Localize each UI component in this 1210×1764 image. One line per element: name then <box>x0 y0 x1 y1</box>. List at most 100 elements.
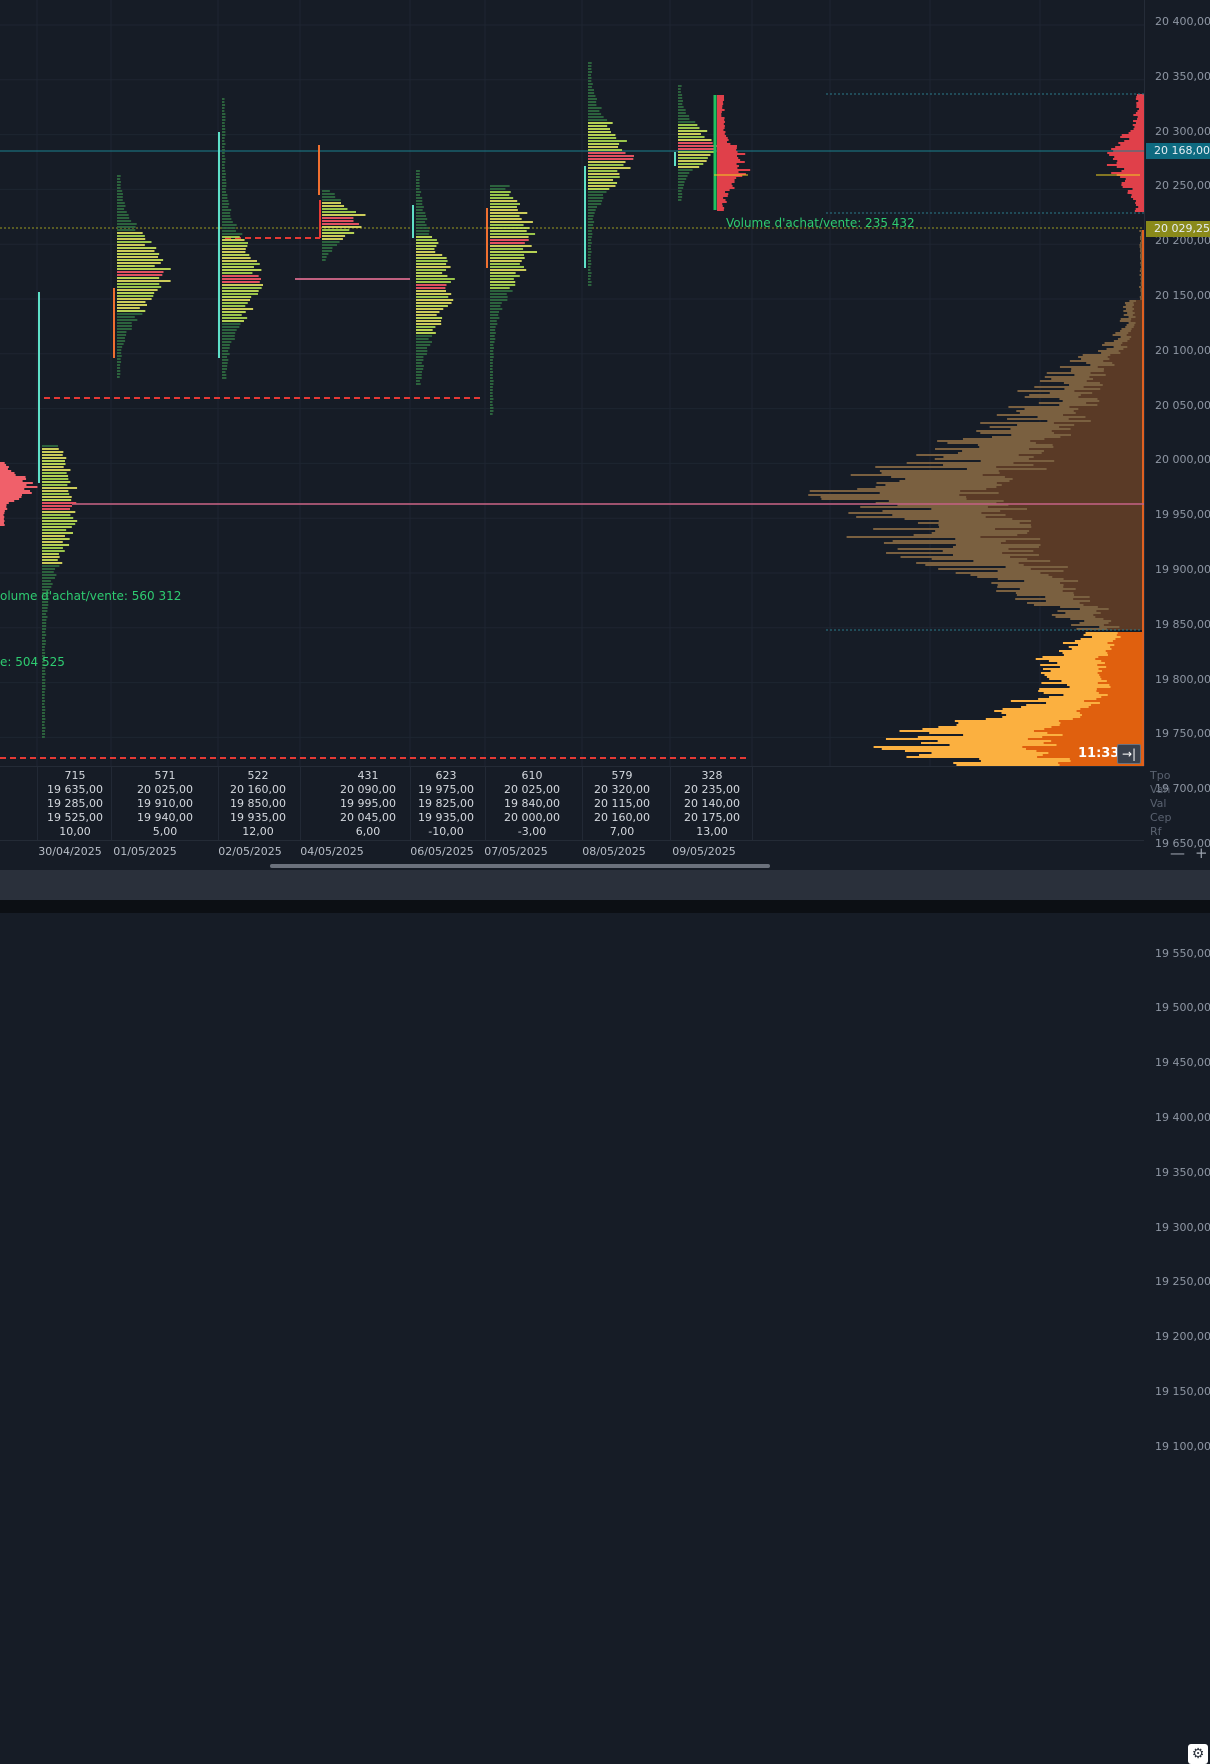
tpo-row <box>416 329 433 331</box>
tpo-chart[interactable] <box>0 0 1144 766</box>
previous-profile-row <box>0 514 4 516</box>
lower-profile-row <box>1099 702 1144 704</box>
tpo-row <box>416 377 422 379</box>
lower-profile-row <box>1107 654 1144 656</box>
lower-profile-row <box>1085 632 1144 634</box>
tpo-row <box>490 329 496 331</box>
tpo-row <box>416 239 437 241</box>
tpo-row <box>588 251 592 253</box>
scroll-to-latest-button[interactable]: →| <box>1117 744 1141 764</box>
composite-profile-row <box>1002 552 1144 554</box>
composite-profile-row <box>959 494 1144 496</box>
horizontal-scrollbar[interactable] <box>270 864 770 868</box>
lower-profile-row <box>1071 648 1144 650</box>
lower-profile-row <box>980 760 1144 762</box>
recent-profile-row <box>1136 94 1144 96</box>
composite-profile-row <box>1074 594 1144 596</box>
tpo-row <box>490 356 494 358</box>
date-axis[interactable]: 30/04/2025 01/05/2025 02/05/2025 04/05/2025… <box>0 840 1144 865</box>
composite-profile-row <box>1060 436 1144 438</box>
tpo-row <box>588 104 597 106</box>
lower-profile-row <box>1097 664 1144 666</box>
tpo-row <box>588 143 620 145</box>
tpo-row <box>222 242 248 244</box>
tpo-row <box>222 284 264 286</box>
stat-rf: 6,00 <box>355 825 381 838</box>
stat-column-divider <box>37 767 38 841</box>
tpo-row <box>42 685 46 687</box>
lower-profile-row <box>1096 690 1144 692</box>
tpo-row <box>490 320 497 322</box>
tpo-row <box>322 193 335 195</box>
lower-profile-row <box>1059 764 1144 766</box>
tpo-row <box>222 167 225 169</box>
price-axis[interactable]: 20 400,00 20 350,00 20 300,00 20 250,00 20 2… <box>1144 0 1210 1453</box>
tpo-row <box>588 95 596 97</box>
lower-profile-row <box>1042 656 1144 658</box>
tpo-row <box>416 221 426 223</box>
tpo-row <box>416 242 439 244</box>
zoom-out-button[interactable]: — <box>1170 844 1185 862</box>
tpo-row <box>117 373 121 375</box>
tpo-row <box>322 211 356 213</box>
tpo-row <box>588 212 595 214</box>
tpo-row <box>588 209 596 211</box>
composite-profile-row <box>1134 324 1144 326</box>
tpo-row <box>117 232 143 234</box>
tpo-poc-row <box>678 148 715 150</box>
tpo-row <box>490 191 511 193</box>
composite-profile-row <box>1078 396 1144 398</box>
lower-profile-row <box>1058 720 1144 722</box>
tpo-row <box>416 347 428 349</box>
lower-profile-row <box>1097 672 1144 674</box>
lower-profile-row <box>1059 666 1144 668</box>
stat-vah: 20 320,00 <box>594 783 650 796</box>
lower-profile-row <box>1106 666 1144 668</box>
chart-area[interactable]: Volume d'achat/vente: 235 432 olume d'ac… <box>0 0 1144 766</box>
tpo-row <box>588 167 631 169</box>
tpo-poc-row <box>42 502 77 504</box>
lower-profile-row <box>899 730 1144 732</box>
stat-vah: 19 975,00 <box>418 783 474 796</box>
tpo-row <box>222 245 248 247</box>
lower-profile-row <box>1049 696 1144 698</box>
tpo-row <box>117 280 171 282</box>
lower-profile-row <box>919 754 1144 756</box>
lower-profile-row <box>1042 668 1144 670</box>
tpo-row <box>117 178 121 180</box>
tpo-row <box>416 188 420 190</box>
tpo-row <box>678 169 693 171</box>
tpo-row <box>42 664 46 666</box>
tpo-row <box>490 206 517 208</box>
tpo-row <box>490 341 495 343</box>
tpo-row <box>490 371 494 373</box>
recent-profile-row <box>1130 130 1144 132</box>
tpo-row <box>588 122 613 124</box>
tpo-row <box>588 110 600 112</box>
zoom-in-button[interactable]: + <box>1195 844 1208 862</box>
tpo-row <box>222 266 254 268</box>
tpo-row <box>117 355 122 357</box>
settings-gear-icon[interactable]: ⚙ <box>1188 1744 1208 1764</box>
price-tick: 20 250,00 <box>1155 179 1210 193</box>
tpo-row <box>322 253 329 255</box>
lower-profile-row <box>873 746 1144 748</box>
tpo-row <box>490 257 525 259</box>
tpo-row <box>222 344 230 346</box>
current-session-row <box>717 183 732 185</box>
tpo-row <box>42 622 47 624</box>
composite-profile-row <box>1059 426 1144 428</box>
tpo-poc-row <box>117 271 164 273</box>
tpo-row <box>117 337 125 339</box>
lower-profile-row <box>956 764 1144 766</box>
recent-profile-row <box>1121 170 1144 172</box>
price-tick: 20 400,00 <box>1155 15 1210 28</box>
recent-profile-row <box>1133 114 1144 116</box>
tpo-row <box>416 227 429 229</box>
tpo-row <box>222 299 250 301</box>
tpo-row <box>117 193 123 195</box>
stat-vah: 20 090,00 <box>340 783 396 796</box>
tpo-row <box>678 157 708 159</box>
tpo-row <box>416 245 437 247</box>
lower-profile-row <box>1101 670 1144 672</box>
